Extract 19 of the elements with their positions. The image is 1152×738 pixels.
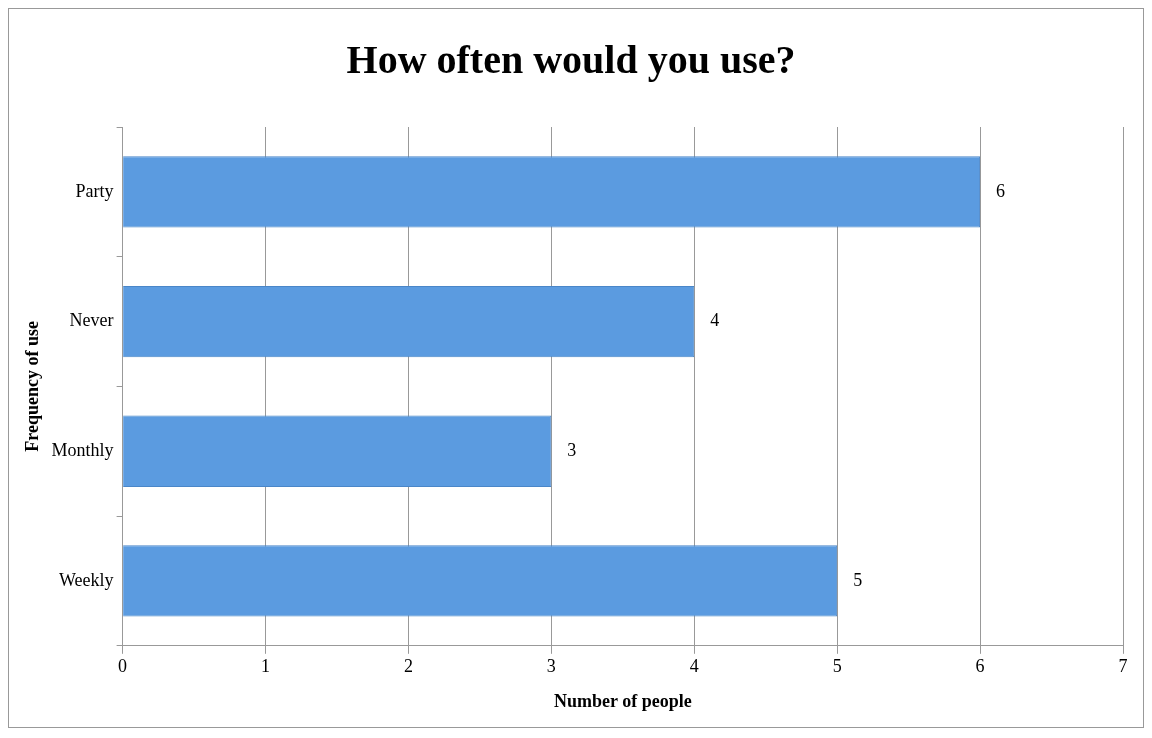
y-tick-label: Never (69, 310, 114, 331)
x-tick-label: 1 (261, 656, 271, 677)
x-tick-label: 4 (689, 656, 699, 677)
data-label: 4 (710, 310, 720, 331)
y-tick-label: Weekly (59, 569, 114, 590)
data-label: 3 (567, 439, 577, 460)
chart-title: How often would you use? (346, 37, 796, 83)
x-tick-label: 7 (1118, 656, 1128, 677)
y-axis-title: Frequency of use (22, 321, 43, 452)
x-axis-title: Number of people (553, 690, 692, 711)
x-tick-label: 2 (403, 656, 413, 677)
x-tick-label: 0 (118, 656, 128, 677)
data-label: 6 (996, 180, 1006, 201)
x-tick-label: 6 (975, 656, 985, 677)
y-tick-label: Party (75, 180, 114, 201)
x-tick-label: 3 (546, 656, 556, 677)
x-tick-label: 5 (832, 656, 842, 677)
data-label: 5 (853, 569, 863, 590)
y-tick-label: Monthly (51, 439, 114, 460)
